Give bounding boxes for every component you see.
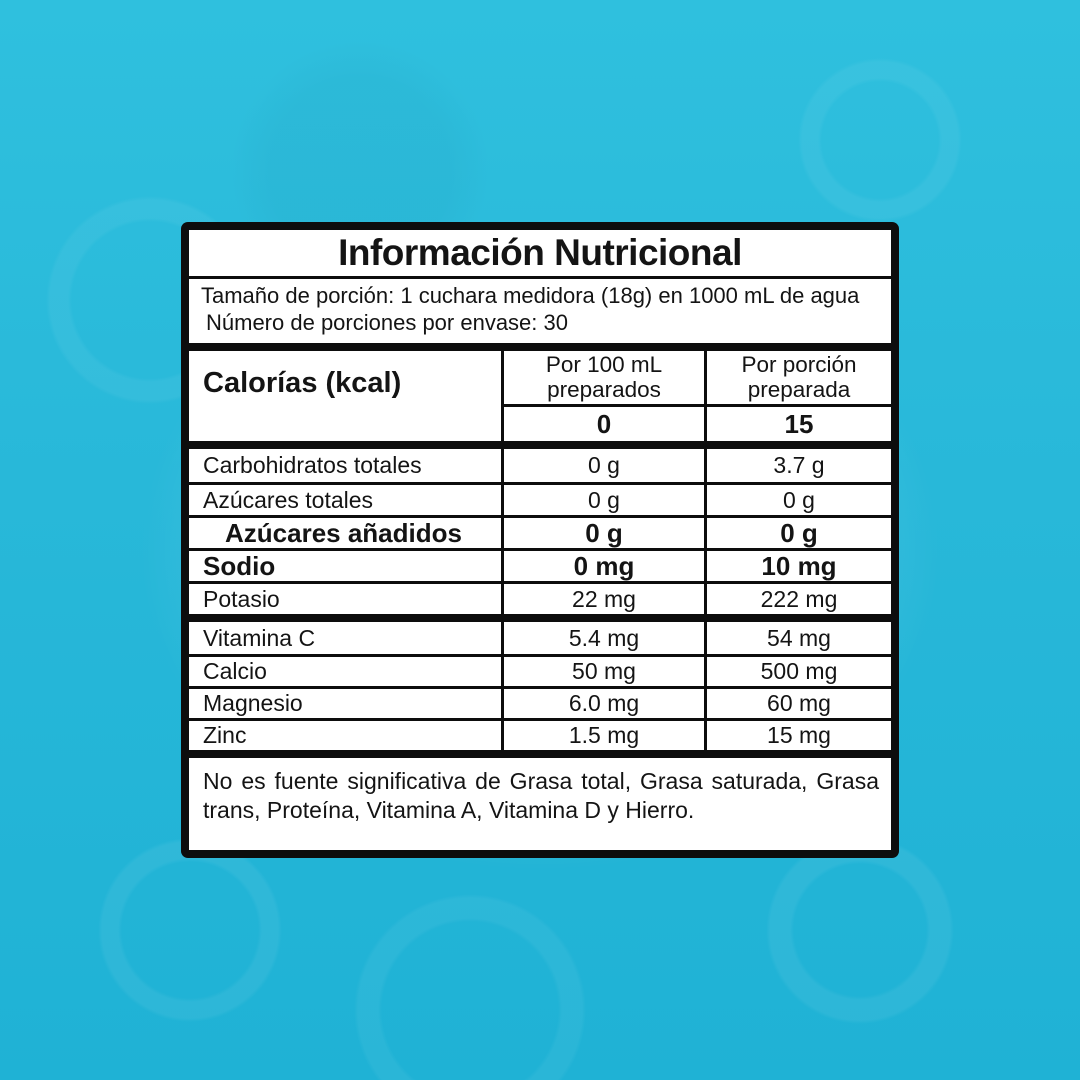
mineral-portion-value: 60 mg [704, 689, 891, 718]
nutrient-per100-value: 0 g [501, 518, 704, 549]
per-portion-header-line1: Por porción [741, 352, 857, 378]
nutrient-per100-value: 0 mg [501, 551, 704, 582]
nutrient-label: Carbohidratos totales [203, 452, 422, 478]
table-row-zinc: Zinc 1.5 mg 15 mg [189, 718, 891, 750]
nutrient-label: Potasio [203, 585, 280, 612]
per-100ml-column: Por 100 mL preparados 0 [501, 351, 704, 441]
table-row-azucares-anadidos: Azúcares añadidos 0 g 0 g [189, 515, 891, 549]
footnote-section: No es fuente significativa de Grasa tota… [189, 758, 891, 850]
footnote-text: No es fuente significativa de Grasa tota… [203, 768, 879, 824]
mineral-portion-value: 15 mg [704, 721, 891, 750]
mineral-label: Zinc [203, 722, 247, 748]
calories-per-100ml-value: 0 [596, 408, 612, 439]
mineral-portion-value: 54 mg [704, 622, 891, 654]
per-portion-header: Por porción preparada [707, 351, 891, 407]
mineral-label: Magnesio [203, 690, 303, 716]
mineral-label: Vitamina C [203, 624, 316, 651]
nutrients-table: Carbohidratos totales 0 g 3.7 g Azúcares… [189, 449, 891, 614]
per-portion-column: Por porción preparada 15 [704, 351, 891, 441]
servings-per-container-line: Número de porciones por envase: 30 [206, 309, 568, 335]
table-row-calcio: Calcio 50 mg 500 mg [189, 654, 891, 686]
calories-section: Calorías (kcal) Por 100 mL preparados 0 … [189, 351, 891, 441]
table-row-potasio: Potasio 22 mg 222 mg [189, 581, 891, 614]
serving-size-line: Tamaño de porción: 1 cuchara medidora (1… [201, 283, 860, 308]
per-portion-header-line2: preparada [747, 376, 851, 402]
nutrient-per100-value: 0 g [501, 485, 704, 515]
table-row-azucares-totales: Azúcares totales 0 g 0 g [189, 482, 891, 515]
calories-label: Calorías (kcal) [203, 367, 402, 399]
table-row-vitamina-c: Vitamina C 5.4 mg 54 mg [189, 622, 891, 654]
nutrient-label: Sodio [203, 551, 276, 581]
calories-per-portion-value: 15 [784, 408, 814, 439]
nutrient-per100-value: 22 mg [501, 584, 704, 614]
mineral-portion-value: 500 mg [704, 657, 891, 686]
table-row-magnesio: Magnesio 6.0 mg 60 mg [189, 686, 891, 718]
nutrient-portion-value: 10 mg [704, 551, 891, 582]
nutrient-portion-value: 0 g [704, 518, 891, 549]
nutrient-portion-value: 0 g [704, 485, 891, 515]
nutrient-label: Azúcares totales [203, 486, 374, 513]
per-100ml-header: Por 100 mL preparados [504, 351, 704, 407]
per-100ml-header-line2: preparados [547, 376, 661, 402]
table-row-carbohidratos: Carbohidratos totales 0 g 3.7 g [189, 449, 891, 482]
nutrition-facts-label: Información Nutricional Tamaño de porció… [181, 222, 899, 858]
minerals-table: Vitamina C 5.4 mg 54 mg Calcio 50 mg 500… [189, 622, 891, 750]
nutrient-per100-value: 0 g [501, 449, 704, 482]
mineral-per100-value: 6.0 mg [501, 689, 704, 718]
nutrient-portion-value: 222 mg [704, 584, 891, 614]
nutrient-portion-value: 3.7 g [704, 449, 891, 482]
per-100ml-header-line1: Por 100 mL [545, 352, 663, 378]
mineral-per100-value: 1.5 mg [501, 721, 704, 750]
label-header-section: Información Nutricional Tamaño de porció… [189, 230, 891, 343]
table-row-sodio: Sodio 0 mg 10 mg [189, 548, 891, 582]
mineral-per100-value: 50 mg [501, 657, 704, 686]
nutrient-label: Azúcares añadidos [225, 518, 462, 548]
mineral-per100-value: 5.4 mg [501, 622, 704, 654]
mineral-label: Calcio [203, 658, 267, 684]
label-title: Información Nutricional [338, 232, 742, 273]
serving-info: Tamaño de porción: 1 cuchara medidora (1… [189, 276, 891, 343]
